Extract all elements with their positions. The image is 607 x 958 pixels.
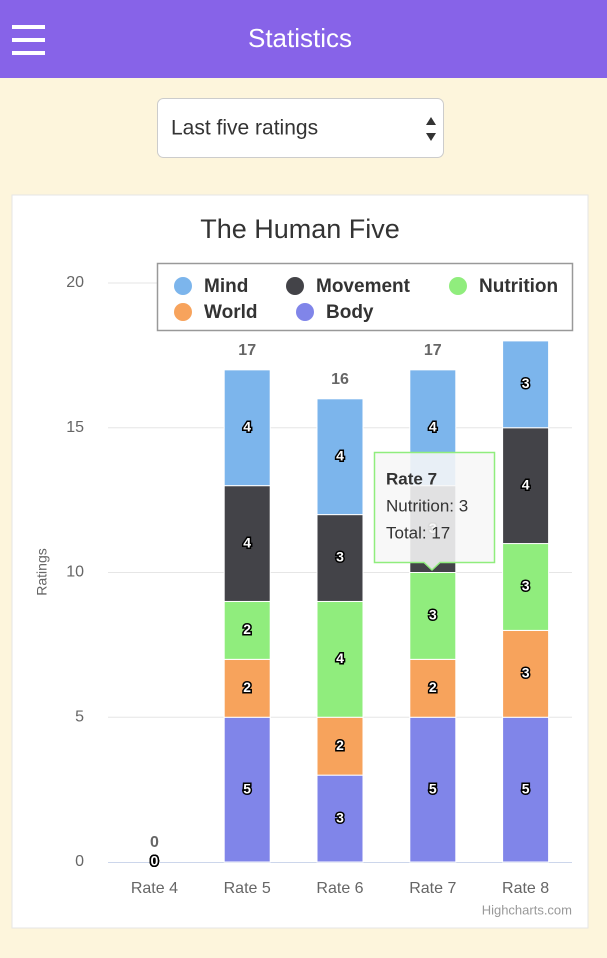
y-axis-title: Ratings	[34, 548, 50, 595]
credits: Highcharts.com	[482, 902, 572, 917]
bar-segment	[316, 514, 364, 602]
data-label: 5	[429, 780, 437, 796]
select-value: Last five ratings	[171, 117, 318, 140]
legend-box	[156, 262, 574, 332]
menu-line	[12, 51, 45, 55]
app-bar	[0, 0, 607, 78]
bar-segment	[223, 716, 271, 863]
chart-title: The Human Five	[200, 214, 400, 244]
data-label: 2	[429, 679, 437, 695]
y-tick-label: 10	[66, 564, 84, 581]
tooltip-line: Total: 17	[386, 523, 450, 542]
data-label: 0	[151, 853, 159, 869]
tooltip-title: Rate 7	[386, 469, 437, 488]
select-box	[157, 98, 444, 158]
select-arrows	[426, 117, 436, 141]
y-tick-label: 0	[75, 853, 84, 870]
data-label: 0	[151, 853, 159, 869]
y-tick-label: 15	[66, 419, 84, 436]
bar-segment	[223, 658, 271, 718]
bar-segment	[502, 716, 550, 863]
legend-label: Body	[326, 302, 374, 323]
data-label: 3	[522, 578, 530, 594]
data-label: 3	[336, 809, 344, 825]
legend-label: World	[204, 302, 257, 323]
data-label: 5	[243, 780, 251, 796]
legend-marker	[286, 277, 304, 295]
bar-segment	[223, 369, 271, 487]
app-title: Statistics	[248, 23, 352, 53]
x-tick-label: Rate 7	[409, 880, 456, 897]
stack-total: 17	[238, 342, 256, 359]
stack-total: 0	[150, 834, 159, 851]
bar-segment	[502, 629, 550, 718]
legend-marker	[449, 277, 467, 295]
data-label: 4	[429, 418, 437, 434]
data-label: 3	[522, 665, 530, 681]
data-label: 3	[522, 375, 530, 391]
legend-label: Mind	[204, 276, 248, 297]
x-tick-label: Rate 8	[502, 880, 549, 897]
data-label: 0	[151, 853, 159, 869]
legend-label: Movement	[316, 276, 411, 297]
data-label: 2	[243, 621, 251, 637]
bar-segment	[502, 340, 550, 429]
data-label: 5	[522, 780, 530, 796]
tooltip-line: Nutrition: 3	[386, 496, 468, 515]
data-label: 4	[243, 534, 251, 550]
bar-segment	[223, 600, 271, 660]
bar-segment	[409, 716, 457, 863]
menu-line	[12, 38, 45, 42]
data-label: 0	[151, 853, 159, 869]
data-label: 4	[522, 476, 530, 492]
legend-marker	[174, 277, 192, 295]
data-label: 3	[336, 549, 344, 565]
bar-segment	[316, 398, 364, 516]
x-tick-label: Rate 6	[316, 880, 363, 897]
legend-marker	[174, 303, 192, 321]
data-label: 2	[336, 737, 344, 753]
tooltip-box	[373, 451, 496, 572]
bar-segment	[316, 716, 364, 776]
bar-segment	[223, 485, 271, 602]
stack-total: 17	[424, 342, 442, 359]
data-label: 4	[336, 447, 344, 463]
menu-line	[12, 25, 45, 29]
data-label: 3	[429, 607, 437, 623]
legend-label: Nutrition	[479, 276, 558, 297]
x-tick-label: Rate 5	[224, 880, 271, 897]
stack-total: 16	[331, 371, 349, 388]
legend-marker	[296, 303, 314, 321]
bar-segment	[502, 543, 550, 631]
x-tick-label: Rate 4	[131, 880, 178, 897]
bar-segment	[409, 572, 457, 660]
data-label: 2	[243, 679, 251, 695]
bar-segment	[409, 658, 457, 718]
menu-button[interactable]	[12, 25, 45, 55]
y-tick-label: 5	[75, 708, 84, 725]
data-label: 4	[336, 650, 344, 666]
data-label: 4	[243, 418, 251, 434]
bar-segment	[316, 600, 364, 718]
data-label: 0	[151, 853, 159, 869]
range-select[interactable]: Last five ratings	[157, 98, 444, 158]
y-tick-label: 20	[66, 274, 84, 291]
